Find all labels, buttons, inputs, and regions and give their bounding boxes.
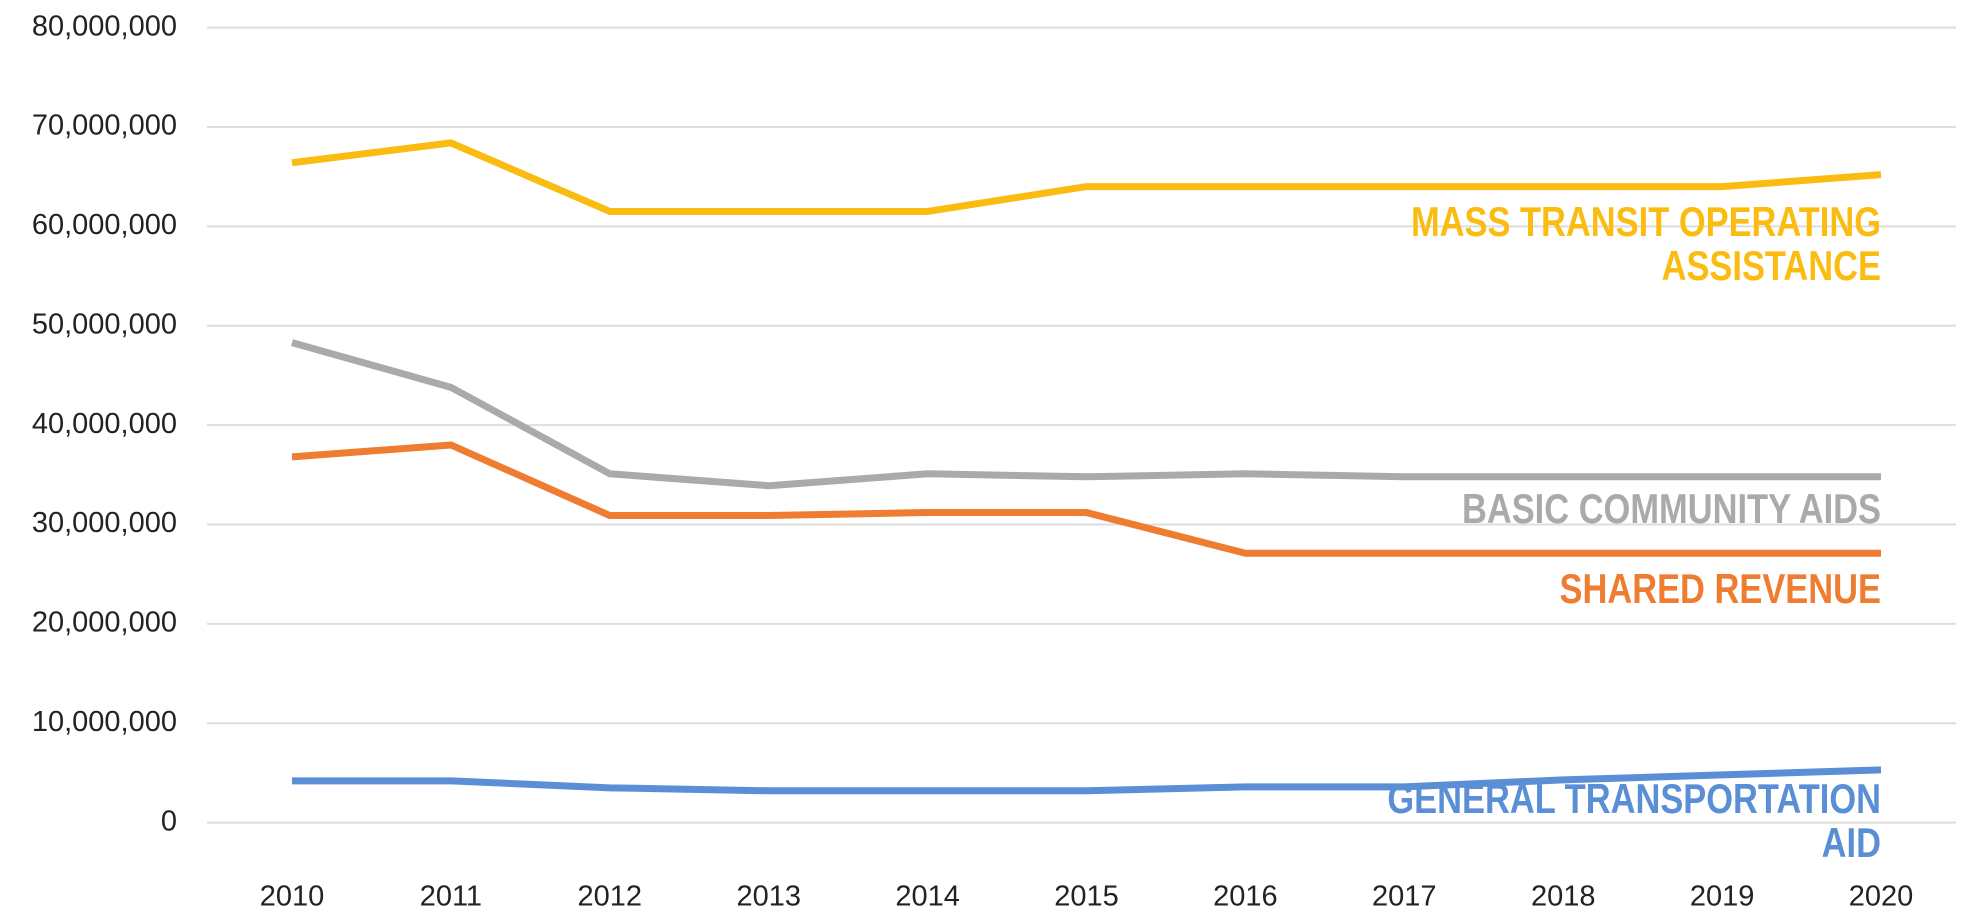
- x-tick-label: 2011: [420, 881, 482, 913]
- y-tick-label: 10,000,000: [32, 706, 177, 738]
- x-tick-label: 2015: [1054, 881, 1119, 913]
- y-tick-label: 0: [161, 805, 177, 837]
- y-tick-label: 50,000,000: [32, 308, 177, 340]
- series-line: [291, 139, 1882, 215]
- x-tick-label: 2018: [1531, 881, 1596, 913]
- x-tick-label: 2010: [260, 881, 325, 913]
- y-tick-label: 60,000,000: [32, 209, 177, 241]
- y-tick-label: 80,000,000: [32, 10, 177, 42]
- y-tick-label: 70,000,000: [32, 110, 177, 142]
- x-tick-label: 2016: [1213, 881, 1278, 913]
- series-line: [291, 441, 1881, 557]
- y-tick-label: 20,000,000: [32, 607, 177, 639]
- series-label: GENERAL TRANSPORTATION AID: [1387, 775, 1881, 866]
- x-tick-label: 2014: [895, 881, 960, 913]
- x-tick-label: 2012: [578, 881, 643, 913]
- series-label: SHARED REVENUE: [1559, 565, 1881, 612]
- x-tick-label: 2017: [1372, 881, 1437, 913]
- x-tick-label: 2020: [1849, 881, 1914, 913]
- x-tick-label: 2013: [736, 881, 801, 913]
- series-label: BASIC COMMUNITY AIDS: [1461, 485, 1881, 532]
- y-tick-label: 30,000,000: [32, 507, 177, 539]
- x-tick-label: 2019: [1690, 881, 1755, 913]
- y-tick-label: 40,000,000: [32, 408, 177, 440]
- series-line: [291, 339, 1881, 490]
- series-line: [292, 766, 1882, 795]
- series-label: MASS TRANSIT OPERATING ASSISTANCE: [1410, 198, 1881, 289]
